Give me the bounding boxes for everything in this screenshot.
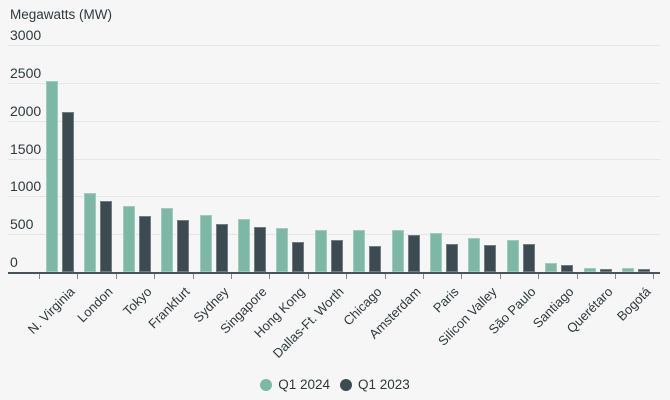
bar-q1-2024-bogota [622, 268, 634, 272]
bar-q1-2023-bogota [638, 269, 650, 272]
axis-tick [384, 274, 386, 279]
bar-q1-2023-frankfurt [177, 220, 190, 272]
bar-q1-2024-sao-paulo [506, 240, 519, 272]
bar-q1-2023-paris [446, 244, 458, 272]
bar-q1-2023-singapore [254, 226, 266, 272]
axis-tick [499, 274, 501, 279]
gridline [8, 45, 660, 46]
bar-q1-2024-santiago [545, 263, 558, 272]
axis-tick [231, 274, 232, 279]
legend-item-q1-2023: Q1 2023 [340, 377, 410, 392]
axis-tick [653, 274, 655, 279]
bar-q1-2024-frankfurt [161, 208, 174, 272]
bar-q1-2024-silicon-valley [468, 238, 481, 272]
bar-q1-2023-amsterdam [407, 234, 420, 272]
gridline [8, 234, 660, 236]
bar-q1-2024-paris [430, 233, 442, 272]
bar-q1-2023-london [100, 200, 113, 272]
bar-q1-2024-london [84, 192, 97, 272]
x-axis-line [8, 272, 660, 274]
bar-q1-2023-n-virginia [62, 112, 74, 272]
axis-tick [115, 274, 117, 279]
axis-tick [423, 274, 424, 279]
y-axis-label: 1000 [10, 178, 42, 195]
y-axis-label: 2000 [10, 102, 42, 119]
chart-title: Megawatts (MW) [10, 7, 113, 22]
bar-q1-2024-singapore [238, 219, 250, 272]
axis-tick [538, 274, 540, 279]
bar-q1-2023-hong-kong [292, 241, 305, 272]
axis-tick [39, 274, 40, 279]
bar-q1-2023-santiago [561, 264, 574, 272]
axis-tick [576, 274, 578, 279]
bar-q1-2024-chicago [353, 230, 366, 272]
bar-q1-2023-tokyo [138, 216, 151, 272]
gridline [8, 120, 660, 122]
y-axis-label: 2500 [10, 64, 42, 81]
y-axis-label: 0 [10, 254, 18, 270]
gridline [8, 158, 660, 160]
axis-tick [154, 274, 156, 279]
gridline [8, 196, 660, 198]
axis-tick [77, 274, 79, 279]
gridline [8, 82, 660, 84]
bar-q1-2023-queretaro [599, 269, 612, 272]
axis-tick [192, 274, 194, 279]
legend-dot [260, 378, 273, 391]
legend: Q1 2024 Q1 2023 [0, 377, 670, 392]
bar-q1-2024-n-virginia [46, 81, 58, 272]
bar-q1-2024-dallas-ft-worth [314, 230, 327, 272]
bar-q1-2024-queretaro [583, 267, 596, 272]
legend-label: Q1 2023 [358, 377, 410, 392]
y-axis-label: 3000 [10, 27, 42, 43]
bar-q1-2023-sao-paulo [522, 244, 535, 272]
bar-q1-2024-amsterdam [391, 230, 404, 272]
axis-tick [461, 274, 463, 279]
legend-item-q1-2024: Q1 2024 [260, 377, 330, 392]
bar-q1-2023-chicago [369, 246, 382, 272]
y-axis-label: 1500 [10, 140, 42, 157]
bar-q1-2024-sydney [199, 214, 212, 272]
y-axis-label: 500 [10, 216, 34, 233]
axis-tick [346, 274, 348, 279]
legend-label: Q1 2024 [278, 377, 330, 392]
axis-tick [269, 274, 271, 279]
bar-q1-2023-silicon-valley [484, 245, 497, 272]
legend-dot [340, 378, 352, 391]
bar-q1-2023-sydney [215, 223, 228, 272]
axis-tick [615, 274, 616, 279]
bar-q1-2024-tokyo [122, 206, 135, 272]
axis-tick [307, 274, 309, 279]
bar-q1-2023-dallas-ft-worth [330, 240, 343, 272]
bar-q1-2024-hong-kong [276, 227, 289, 272]
